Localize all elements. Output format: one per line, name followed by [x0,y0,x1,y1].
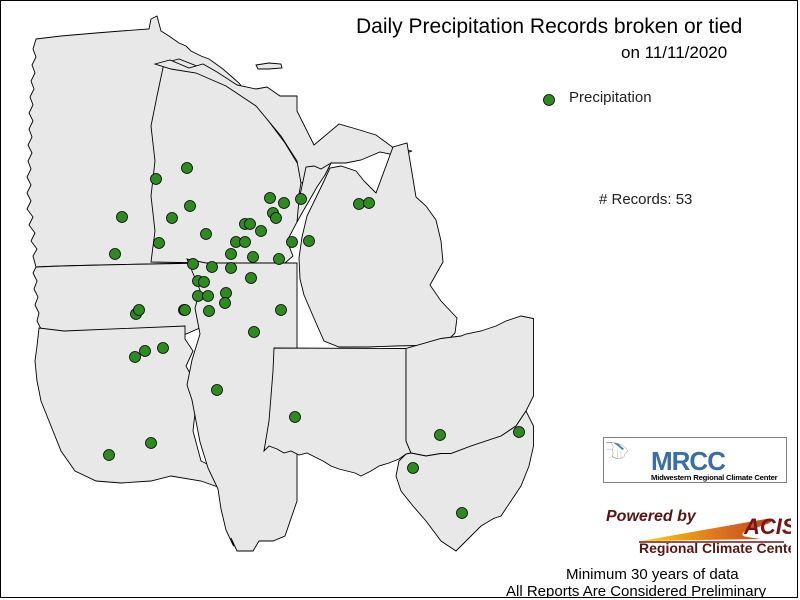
svg-text:Midwestern Regional Climate Ce: Midwestern Regional Climate Center [651,473,778,482]
svg-text:Powered by: Powered by [606,508,697,525]
svg-text:MRCC: MRCC [651,446,726,476]
svg-text:ACIS: ACIS [743,514,791,539]
svg-text:Regional Climate Centers: Regional Climate Centers [639,540,791,556]
